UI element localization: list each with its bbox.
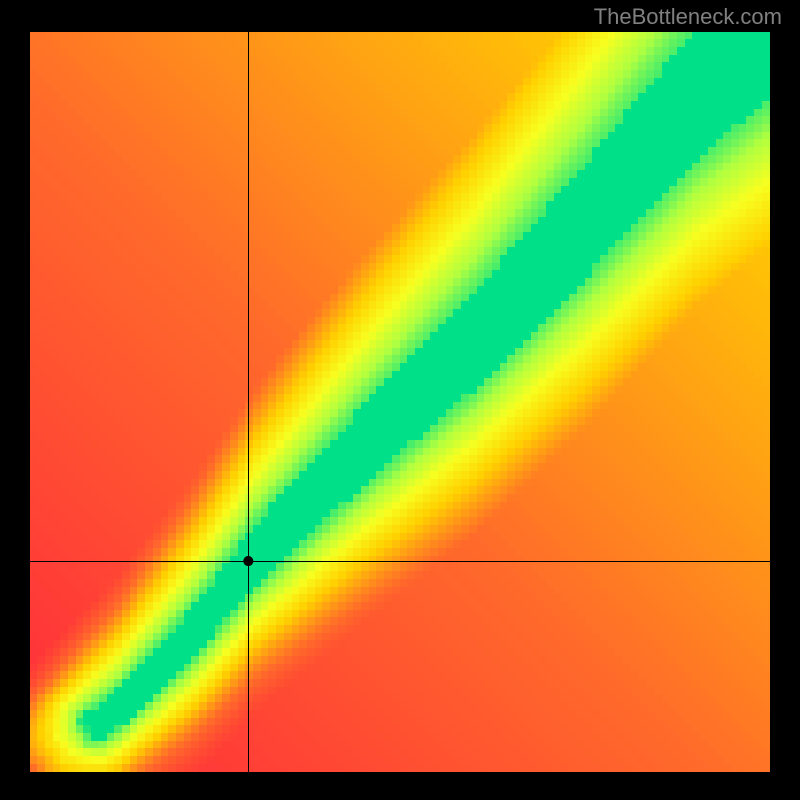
attribution-text: TheBottleneck.com xyxy=(594,4,782,30)
heatmap-plot xyxy=(30,32,770,772)
heatmap-canvas xyxy=(30,32,770,772)
